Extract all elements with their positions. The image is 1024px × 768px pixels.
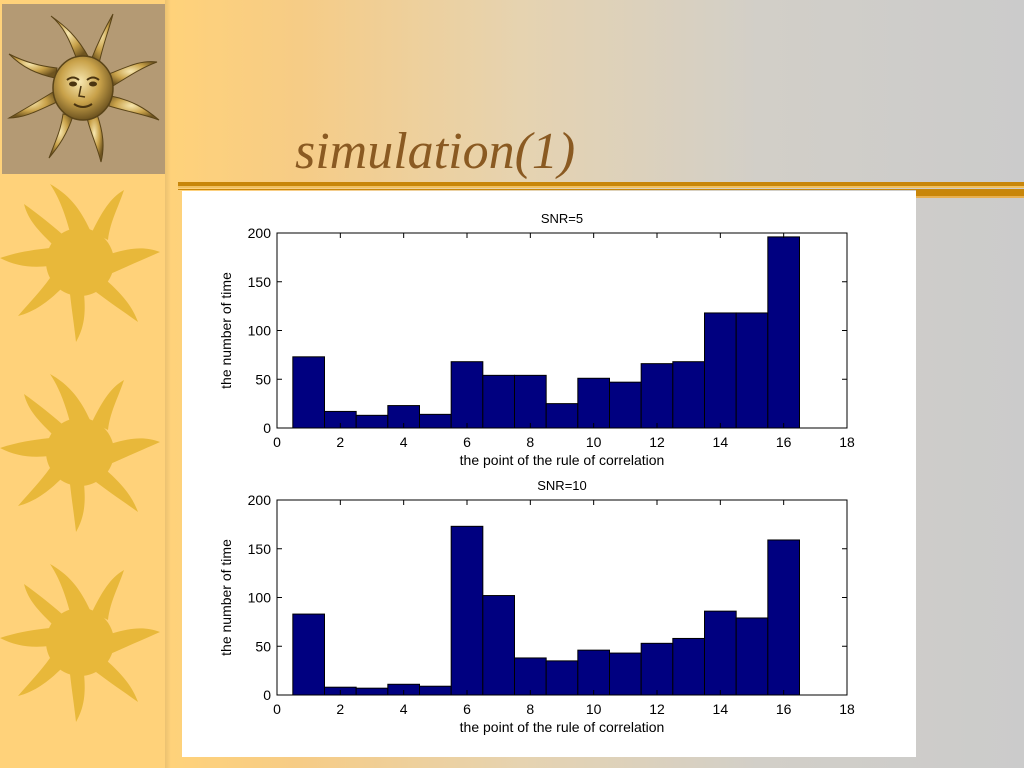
histogram-bar	[450, 361, 484, 429]
histogram-bar	[735, 312, 769, 429]
histogram-bar	[640, 642, 674, 696]
histogram-bar	[514, 657, 547, 696]
histogram-bar	[482, 374, 516, 429]
x-tick-label: 12	[649, 701, 665, 717]
x-tick-label: 4	[400, 434, 408, 450]
histogram-bar	[419, 413, 452, 429]
histogram-bar	[735, 617, 769, 696]
chart-title: SNR=10	[537, 478, 587, 493]
golden-sun-face-icon	[2, 4, 165, 174]
histogram-bar	[672, 361, 706, 429]
matlab-figure: 0 2 4 6 8 10 12 14 16 18 0 50 100 150 200 SNR=5 the poin…	[182, 191, 916, 757]
y-tick-label: 100	[248, 323, 272, 339]
histogram-bar	[450, 525, 484, 696]
histogram-bar	[767, 236, 800, 429]
x-tick-label: 2	[336, 434, 344, 450]
sidebar-shadow	[165, 0, 171, 768]
y-tick-label: 50	[255, 371, 271, 387]
x-tick-label: 8	[526, 434, 534, 450]
title-underline-rule	[178, 182, 1024, 204]
x-tick-label: 14	[713, 701, 729, 717]
x-tick-label: 6	[463, 701, 471, 717]
histogram-bar	[514, 374, 547, 429]
x-tick-label: 14	[713, 434, 729, 450]
x-tick-label: 16	[776, 701, 792, 717]
histogram-bar	[419, 685, 452, 696]
x-tick-label: 12	[649, 434, 665, 450]
histogram-bar	[767, 539, 800, 696]
sun-icon	[0, 560, 165, 725]
y-axis-label: the number of time	[218, 539, 234, 656]
histogram-bar	[577, 649, 611, 696]
y-tick-label: 0	[263, 687, 271, 703]
histogram-bar	[704, 610, 737, 696]
histogram-bar	[292, 613, 326, 696]
histogram-bar	[482, 595, 516, 696]
y-tick-label: 200	[248, 225, 272, 241]
histogram-bar	[577, 377, 611, 429]
slide-title: simulation(1)	[295, 123, 576, 180]
y-tick-label: 100	[248, 590, 272, 606]
histogram-bar	[355, 414, 389, 429]
histogram-bar	[640, 363, 674, 429]
x-tick-label: 10	[586, 434, 602, 450]
histogram-bar	[545, 403, 579, 429]
y-tick-label: 150	[248, 274, 272, 290]
x-tick-label: 10	[586, 701, 602, 717]
histogram-bar	[609, 381, 642, 429]
x-tick-label: 6	[463, 434, 471, 450]
histogram-bar	[545, 660, 579, 696]
x-tick-label: 2	[336, 701, 344, 717]
histogram-bar	[609, 652, 642, 696]
x-tick-label: 8	[526, 701, 534, 717]
x-tick-label: 0	[273, 434, 281, 450]
y-tick-label: 200	[248, 492, 272, 508]
y-axis-label: the number of time	[218, 272, 234, 389]
x-tick-label: 16	[776, 434, 792, 450]
y-tick-label: 0	[263, 420, 271, 436]
y-tick-label: 150	[248, 541, 272, 557]
y-tick-label: 50	[255, 638, 271, 654]
chart-title: SNR=5	[541, 211, 583, 226]
x-axis-label: the point of the rule of correlation	[460, 452, 665, 468]
x-tick-label: 18	[839, 701, 855, 717]
histogram-bar	[355, 687, 389, 696]
sun-icon	[0, 370, 165, 535]
x-tick-label: 0	[273, 701, 281, 717]
x-tick-label: 4	[400, 701, 408, 717]
histogram-bar	[672, 637, 706, 696]
sun-icon	[0, 180, 165, 345]
histogram-bar	[292, 356, 326, 429]
x-tick-label: 18	[839, 434, 855, 450]
histogram-bar	[704, 312, 737, 429]
x-axis-label: the point of the rule of correlation	[460, 719, 665, 735]
